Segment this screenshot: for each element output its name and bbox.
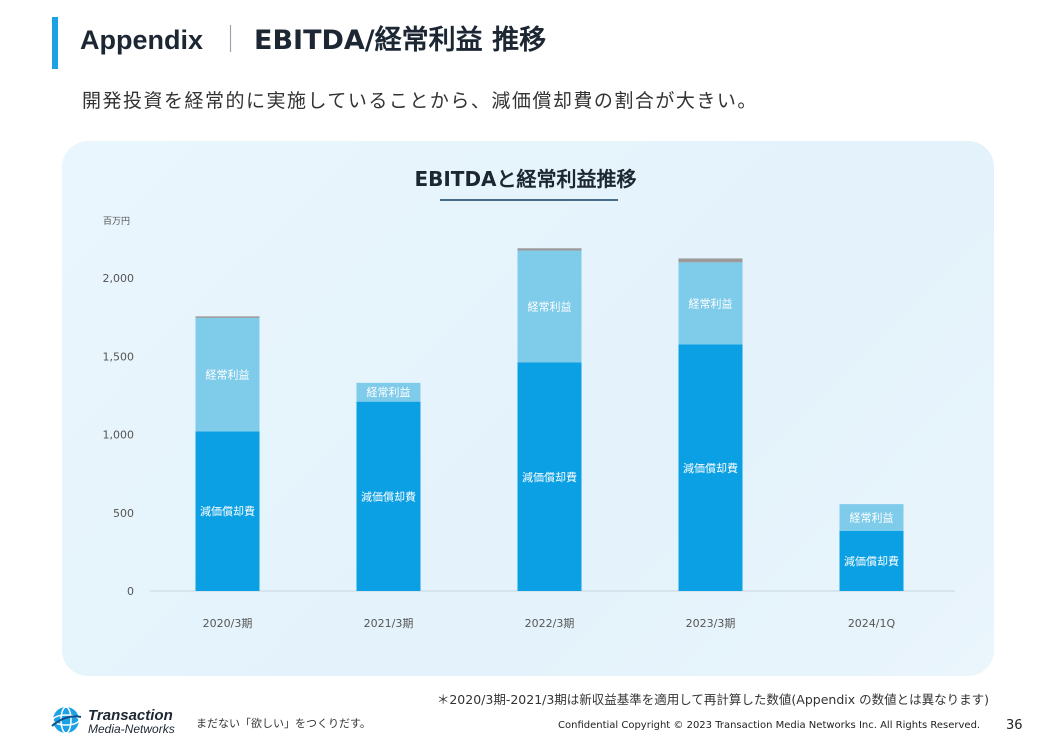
globe-logo-icon xyxy=(51,706,82,734)
company-logo: Transaction Media-Networks xyxy=(50,705,190,736)
bar-segment-label: 経常利益 xyxy=(528,300,572,314)
logo-text-transaction: Transaction xyxy=(88,707,173,724)
bar-segment-ordinary-profit xyxy=(195,317,260,432)
bar-segment-label: 減価償却費 xyxy=(522,470,577,484)
bar-segment-label: 減価償却費 xyxy=(200,504,255,518)
x-tick-label: 2021/3期 xyxy=(364,617,414,630)
x-tick-label: 2023/3期 xyxy=(686,617,736,630)
page-title: Appendix ｜ EBITDA/経常利益 推移 xyxy=(80,22,546,59)
x-tick-label: 2024/1Q xyxy=(848,617,896,630)
bar-segment-other xyxy=(678,258,743,263)
y-tick-label: 1,000 xyxy=(103,429,135,442)
bar-segment-depreciation xyxy=(356,401,421,591)
bar-segment-ordinary-profit xyxy=(517,250,582,363)
y-tick-label: 0 xyxy=(127,585,134,598)
logo-text-media-networks: Media-Networks xyxy=(88,722,175,736)
bar-segment-label: 減価償却費 xyxy=(361,489,416,503)
y-tick-label: 2,000 xyxy=(103,272,135,285)
chart-title-underline xyxy=(440,199,618,201)
bar-segment-ordinary-profit xyxy=(356,382,421,402)
page-subtitle: 開発投資を経常的に実施していることから、減価償却費の割合が大きい。 xyxy=(82,90,758,112)
y-tick-label: 500 xyxy=(113,507,134,520)
bar-segment-label: 経常利益 xyxy=(206,368,250,382)
title-appendix: Appendix xyxy=(80,25,204,55)
x-tick-label: 2022/3期 xyxy=(525,617,575,630)
title-accent-bar xyxy=(52,17,58,69)
y-tick-label: 1,500 xyxy=(103,350,135,363)
bar-segment-depreciation xyxy=(678,344,743,591)
y-axis-unit-label: 百万円 xyxy=(103,216,130,227)
title-topic: EBITDA/経常利益 推移 xyxy=(254,25,547,56)
bar-segment-label: 経常利益 xyxy=(689,296,733,310)
bar-segment-ordinary-profit xyxy=(839,504,904,531)
bar-segment-depreciation xyxy=(517,362,582,591)
title-separator: ｜ xyxy=(217,25,245,56)
bar-segment-other xyxy=(517,248,582,251)
x-tick-label: 2020/3期 xyxy=(203,617,253,630)
footnote: ＊2020/3期-2021/3期は新収益基準を適用して再計算した数値(Appen… xyxy=(436,692,989,707)
bar-segment-label: 減価償却費 xyxy=(844,554,899,568)
bar-segment-ordinary-profit xyxy=(678,262,743,345)
page-number: 36 xyxy=(1006,718,1023,733)
bar-segment-depreciation xyxy=(195,431,260,591)
bar-segment-other xyxy=(195,316,260,318)
bar-segment-depreciation xyxy=(839,530,904,591)
tagline: まだない「欲しい」をつくりだす。 xyxy=(196,717,371,730)
bar-segment-label: 経常利益 xyxy=(850,510,894,524)
bar-segment-label: 減価償却費 xyxy=(683,461,738,475)
copyright: Confidential Copyright © 2023 Transactio… xyxy=(558,720,981,731)
bar-segment-label: 経常利益 xyxy=(367,385,411,399)
chart-title: EBITDAと経常利益推移 xyxy=(414,167,637,191)
